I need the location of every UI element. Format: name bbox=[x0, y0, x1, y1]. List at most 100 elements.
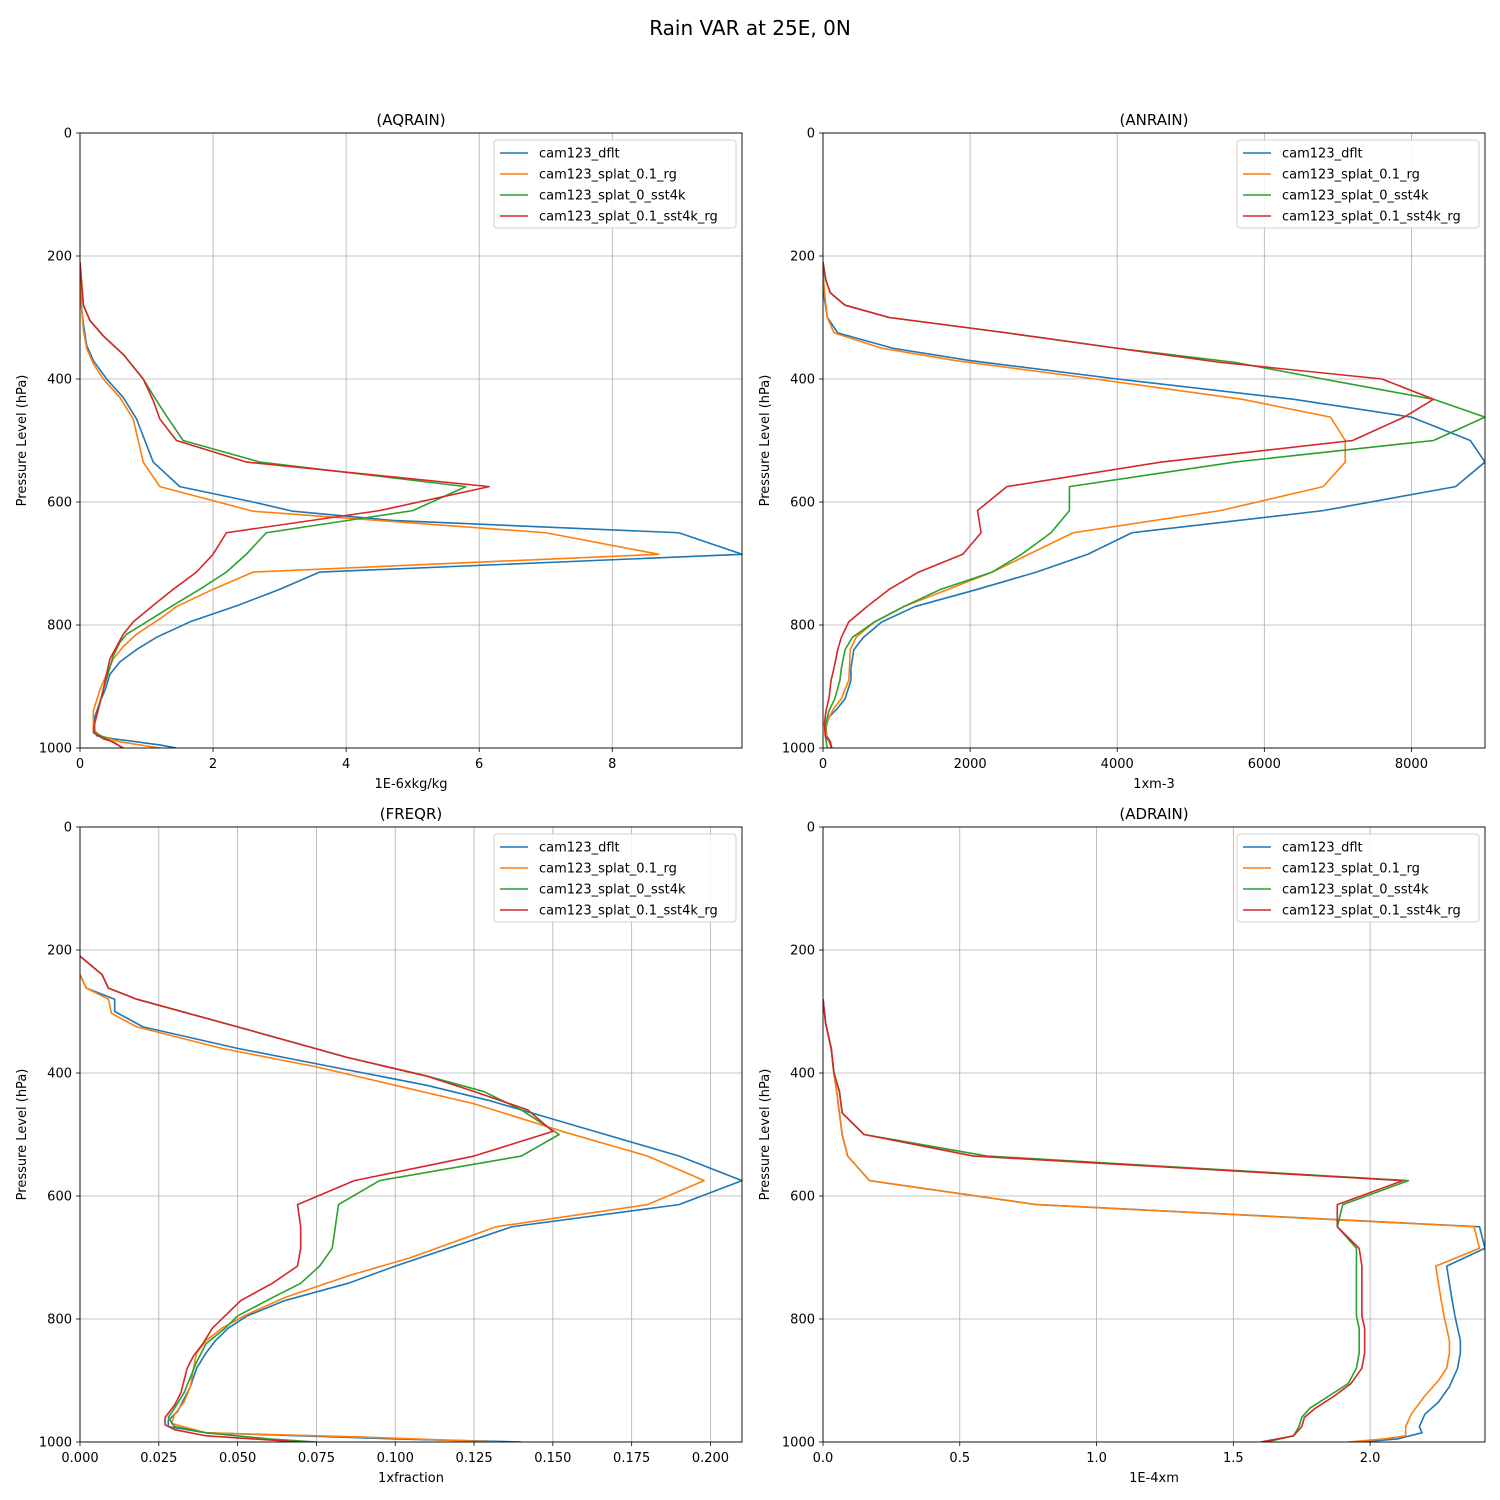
y-tick-label: 1000 bbox=[782, 1436, 815, 1451]
y-axis-label: Pressure Level (hPa) bbox=[15, 1069, 30, 1201]
y-tick-label: 1000 bbox=[39, 1436, 72, 1451]
y-tick-label: 1000 bbox=[39, 742, 72, 757]
y-tick-label: 600 bbox=[790, 1190, 815, 1205]
x-tick-label: 0.0 bbox=[813, 1451, 834, 1466]
y-tick-label: 200 bbox=[47, 250, 72, 265]
x-tick-label: 0 bbox=[819, 757, 827, 772]
y-tick-label: 800 bbox=[790, 1313, 815, 1328]
y-tick-label: 800 bbox=[790, 619, 815, 634]
y-tick-label: 400 bbox=[790, 373, 815, 388]
x-tick-label: 0.200 bbox=[692, 1451, 729, 1466]
plot-frame bbox=[822, 132, 1486, 749]
series-line-cam123-splat-0-1-rg bbox=[823, 274, 1347, 748]
legend-label-cam123-splat-0-sst4k: cam123_splat_0_sst4k bbox=[539, 189, 686, 204]
legend: cam123_dflt cam123_splat_0.1_rg cam123_spl… bbox=[1236, 833, 1480, 923]
x-tick-label: 0.125 bbox=[455, 1451, 492, 1466]
y-tick-label: 400 bbox=[47, 1067, 72, 1082]
x-tick-label: 0.100 bbox=[377, 1451, 414, 1466]
series-line-cam123-splat-0-1-sst4k-rg bbox=[823, 262, 1435, 748]
panel-title: (FREQR) bbox=[380, 805, 442, 823]
panel-adrain: 0.0 0.5 1.0 1.5 2.0 0 200 400 600 800 1000 (ADRAIN)… bbox=[758, 805, 1486, 1486]
y-tick-label: 600 bbox=[47, 1190, 72, 1205]
x-tick-label: 4000 bbox=[1101, 757, 1134, 772]
x-tick-label: 0.050 bbox=[219, 1451, 256, 1466]
x-tick-label: 0.025 bbox=[140, 1451, 177, 1466]
legend-label-cam123-dflt: cam123_dflt bbox=[1282, 841, 1363, 856]
x-tick-label: 6000 bbox=[1248, 757, 1281, 772]
series-line-cam123-splat-0-1-rg bbox=[823, 999, 1481, 1442]
x-tick-label: 2.0 bbox=[1360, 1451, 1381, 1466]
panel-title: (ANRAIN) bbox=[1120, 111, 1189, 129]
legend-label-cam123-splat-0-sst4k: cam123_splat_0_sst4k bbox=[1282, 189, 1429, 204]
legend: cam123_dflt cam123_splat_0.1_rg cam123_spl… bbox=[493, 139, 737, 229]
x-tick-label: 8 bbox=[608, 757, 616, 772]
series-line-cam123-splat-0-1-sst4k-rg bbox=[80, 262, 490, 748]
panel-aqrain: 0 2 4 6 8 0 200 400 600 800 1000 (AQRAIN) 1E-6xkg/kg… bbox=[15, 111, 743, 792]
legend-label-cam123-splat-0-sst4k: cam123_splat_0_sst4k bbox=[539, 883, 686, 898]
x-tick-label: 0.150 bbox=[534, 1451, 571, 1466]
y-tick-label: 1000 bbox=[782, 742, 815, 757]
series-line-cam123-dflt bbox=[80, 974, 742, 1442]
y-tick-label: 600 bbox=[47, 496, 72, 511]
series-line-cam123-dflt bbox=[80, 268, 742, 748]
series-line-cam123-dflt bbox=[823, 268, 1485, 748]
x-tick-label: 0.000 bbox=[61, 1451, 98, 1466]
y-tick-label: 0 bbox=[64, 127, 72, 142]
y-tick-label: 400 bbox=[47, 373, 72, 388]
x-axis-label: 1E-6xkg/kg bbox=[374, 777, 447, 792]
plot-frame bbox=[822, 826, 1486, 1443]
panel-anrain: 0 2000 4000 6000 8000 0 200 400 600 800 1000 (ANRAI… bbox=[758, 111, 1486, 792]
y-tick-label: 200 bbox=[790, 944, 815, 959]
x-axis-label: 1xfraction bbox=[378, 1471, 444, 1486]
legend-label-cam123-splat-0-1-sst4k-rg: cam123_splat_0.1_sst4k_rg bbox=[1282, 210, 1461, 225]
x-tick-label: 8000 bbox=[1395, 757, 1428, 772]
legend-label-cam123-splat-0-1-rg: cam123_splat_0.1_rg bbox=[1282, 168, 1420, 183]
legend-label-cam123-splat-0-1-rg: cam123_splat_0.1_rg bbox=[1282, 862, 1420, 877]
panel-title: (AQRAIN) bbox=[376, 111, 445, 129]
y-tick-label: 800 bbox=[47, 619, 72, 634]
legend-box bbox=[493, 833, 737, 923]
x-tick-label: 0.175 bbox=[613, 1451, 650, 1466]
series-line-cam123-splat-0-1-rg bbox=[80, 274, 660, 748]
legend-label-cam123-splat-0-1-sst4k-rg: cam123_splat_0.1_sst4k_rg bbox=[539, 210, 718, 225]
legend-label-cam123-dflt: cam123_dflt bbox=[1282, 147, 1363, 162]
x-tick-label: 0.5 bbox=[949, 1451, 970, 1466]
panel-freqr: 0.000 0.025 0.050 0.075 0.100 0.125 0.150 0.175… bbox=[15, 805, 743, 1486]
x-axis-label: 1E-4xm bbox=[1129, 1471, 1179, 1486]
x-tick-label: 0 bbox=[76, 757, 84, 772]
legend-label-cam123-splat-0-sst4k: cam123_splat_0_sst4k bbox=[1282, 883, 1429, 898]
legend-label-cam123-dflt: cam123_dflt bbox=[539, 147, 620, 162]
figure-title: Rain VAR at 25E, 0N bbox=[649, 16, 851, 40]
panel-title: (ADRAIN) bbox=[1119, 805, 1188, 823]
x-tick-label: 1.5 bbox=[1223, 1451, 1244, 1466]
series-line-cam123-splat-0-1-sst4k-rg bbox=[823, 999, 1404, 1442]
y-axis-label: Pressure Level (hPa) bbox=[758, 375, 773, 507]
y-tick-label: 0 bbox=[64, 821, 72, 836]
series-line-cam123-splat-0-1-rg bbox=[80, 974, 705, 1442]
y-axis-label: Pressure Level (hPa) bbox=[758, 1069, 773, 1201]
legend-box bbox=[1236, 833, 1480, 923]
legend-box bbox=[1236, 139, 1480, 229]
y-tick-label: 400 bbox=[790, 1067, 815, 1082]
series-line-cam123-splat-0-sst4k bbox=[823, 262, 1485, 748]
y-tick-label: 0 bbox=[807, 821, 815, 836]
legend: cam123_dflt cam123_splat_0.1_rg cam123_spl… bbox=[1236, 139, 1480, 229]
y-axis-label: Pressure Level (hPa) bbox=[15, 375, 30, 507]
plot-frame bbox=[79, 132, 743, 749]
y-tick-label: 200 bbox=[47, 944, 72, 959]
legend-label-cam123-splat-0-1-rg: cam123_splat_0.1_rg bbox=[539, 168, 677, 183]
plot-frame bbox=[79, 826, 743, 1443]
x-tick-label: 6 bbox=[475, 757, 483, 772]
legend-label-cam123-splat-0-1-rg: cam123_splat_0.1_rg bbox=[539, 862, 677, 877]
y-tick-label: 800 bbox=[47, 1313, 72, 1328]
legend-label-cam123-splat-0-1-sst4k-rg: cam123_splat_0.1_sst4k_rg bbox=[1282, 904, 1461, 919]
legend-label-cam123-splat-0-1-sst4k-rg: cam123_splat_0.1_sst4k_rg bbox=[539, 904, 718, 919]
x-axis-label: 1xm-3 bbox=[1133, 777, 1175, 792]
y-tick-label: 600 bbox=[790, 496, 815, 511]
series-line-cam123-splat-0-1-sst4k-rg bbox=[80, 955, 554, 1442]
x-tick-label: 2000 bbox=[954, 757, 987, 772]
legend: cam123_dflt cam123_splat_0.1_rg cam123_spl… bbox=[493, 833, 737, 923]
x-tick-label: 4 bbox=[342, 757, 350, 772]
